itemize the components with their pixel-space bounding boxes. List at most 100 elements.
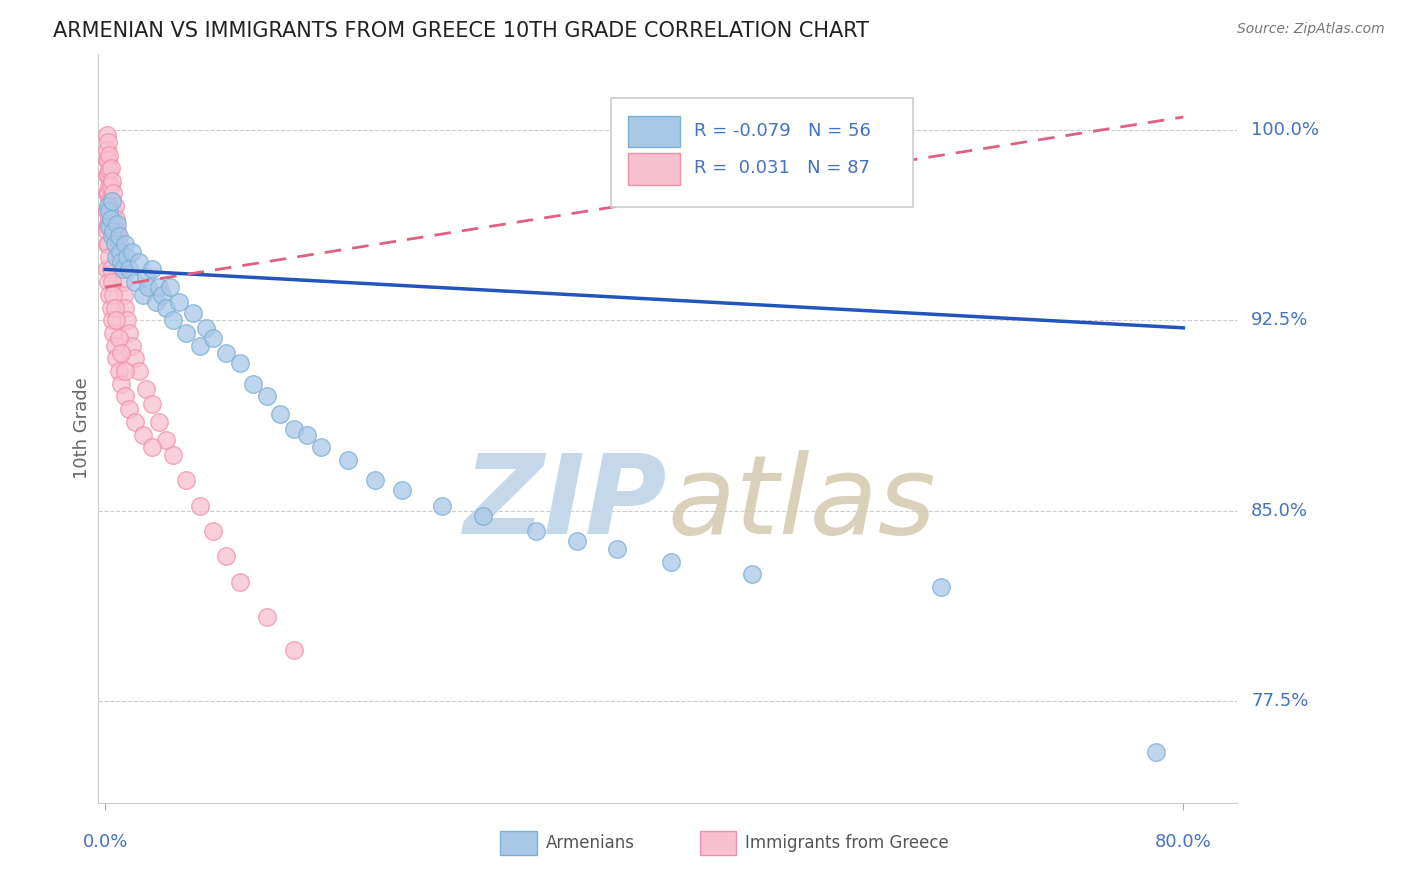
Point <box>526 524 548 538</box>
Point <box>430 499 453 513</box>
Point <box>256 389 278 403</box>
Point <box>110 346 132 360</box>
Point <box>96 204 118 219</box>
Point <box>242 376 264 391</box>
Point <box>269 407 291 421</box>
Point <box>96 204 118 219</box>
Point <box>105 217 128 231</box>
Point <box>104 237 127 252</box>
Point <box>104 250 127 264</box>
Point <box>201 331 224 345</box>
Point <box>107 237 129 252</box>
Text: 0.0%: 0.0% <box>83 833 128 851</box>
Point <box>124 415 146 429</box>
Point <box>97 186 120 201</box>
Point <box>100 211 122 226</box>
Point <box>114 364 136 378</box>
Point <box>105 242 128 256</box>
Point <box>309 440 332 454</box>
FancyBboxPatch shape <box>700 831 737 855</box>
Point <box>118 402 141 417</box>
Point <box>121 338 143 352</box>
Point <box>132 427 155 442</box>
Point <box>100 301 122 315</box>
Text: Source: ZipAtlas.com: Source: ZipAtlas.com <box>1237 22 1385 37</box>
Point <box>229 356 252 370</box>
Point <box>174 473 197 487</box>
Point <box>111 275 134 289</box>
FancyBboxPatch shape <box>501 831 537 855</box>
Point <box>114 301 136 315</box>
Point <box>96 143 118 157</box>
Point <box>98 211 121 226</box>
Point <box>132 288 155 302</box>
Point <box>162 448 184 462</box>
Point <box>104 301 127 315</box>
Point <box>1144 745 1167 759</box>
Point <box>929 580 952 594</box>
Point <box>96 128 118 142</box>
Point <box>101 211 124 226</box>
Point <box>97 219 120 234</box>
Point <box>135 270 157 285</box>
Point <box>103 288 125 302</box>
Y-axis label: 10th Grade: 10th Grade <box>73 377 91 479</box>
Point <box>97 136 120 150</box>
Point <box>104 229 127 244</box>
Point <box>108 244 131 259</box>
Point <box>115 250 138 264</box>
Point <box>111 262 134 277</box>
Point <box>128 364 150 378</box>
Point <box>118 262 141 277</box>
Point <box>107 254 129 268</box>
Point <box>104 313 127 327</box>
Point <box>110 262 132 277</box>
Text: ARMENIAN VS IMMIGRANTS FROM GREECE 10TH GRADE CORRELATION CHART: ARMENIAN VS IMMIGRANTS FROM GREECE 10TH … <box>53 21 869 41</box>
Point <box>121 244 143 259</box>
Text: R = -0.079   N = 56: R = -0.079 N = 56 <box>695 121 870 140</box>
Point <box>215 549 238 564</box>
Point <box>103 219 125 234</box>
Point <box>97 237 120 252</box>
Point <box>148 415 170 429</box>
Text: atlas: atlas <box>668 450 936 557</box>
Text: 100.0%: 100.0% <box>1251 120 1319 139</box>
Point <box>103 204 125 219</box>
Point <box>741 567 763 582</box>
Point <box>97 169 120 183</box>
Point <box>215 346 238 360</box>
Point <box>364 473 387 487</box>
Point <box>101 313 124 327</box>
Point <box>141 262 163 277</box>
Point <box>96 262 118 277</box>
Point <box>98 178 121 193</box>
Point <box>169 295 191 310</box>
Point <box>150 288 173 302</box>
Point <box>391 483 413 498</box>
Text: Immigrants from Greece: Immigrants from Greece <box>745 834 949 852</box>
Point <box>124 351 146 366</box>
Point <box>229 574 252 589</box>
Point <box>659 554 682 568</box>
Point <box>565 534 588 549</box>
Point <box>97 199 120 213</box>
Point <box>98 148 121 162</box>
Point <box>107 331 129 345</box>
Point <box>336 453 359 467</box>
Point <box>110 254 132 268</box>
Point <box>136 280 159 294</box>
Point <box>96 224 118 238</box>
Point <box>104 199 127 213</box>
Point <box>104 351 127 366</box>
Point <box>110 376 132 391</box>
Point <box>101 194 124 208</box>
Point <box>100 211 122 226</box>
Point <box>104 217 127 231</box>
Text: 77.5%: 77.5% <box>1251 692 1309 710</box>
Text: 85.0%: 85.0% <box>1251 501 1308 520</box>
FancyBboxPatch shape <box>628 153 681 185</box>
Point <box>100 161 122 175</box>
Point <box>97 275 120 289</box>
Point <box>148 280 170 294</box>
FancyBboxPatch shape <box>628 116 681 147</box>
